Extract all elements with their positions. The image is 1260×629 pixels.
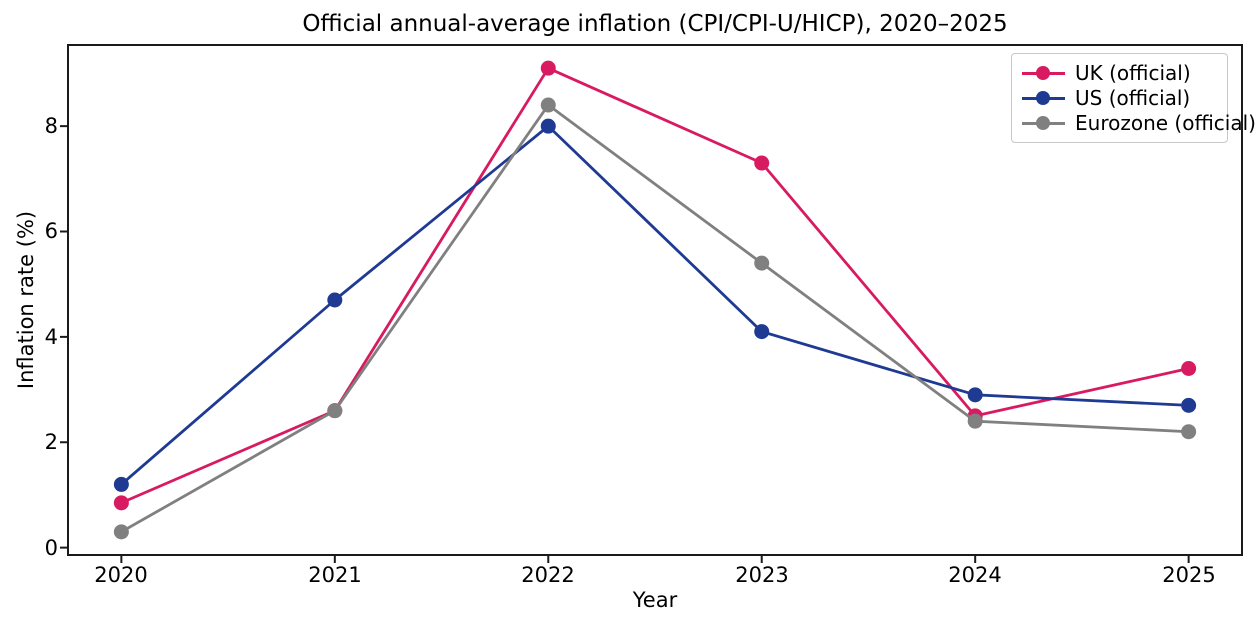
data-point [754, 255, 770, 271]
legend-item-us: US (official) [1022, 86, 1217, 110]
uk-line-marker-icon [1022, 65, 1065, 81]
eurozone-line-marker-icon [1022, 115, 1065, 131]
x-tick-label-2024: 2024 [948, 563, 1002, 587]
data-point [113, 495, 129, 511]
data-point [754, 324, 770, 340]
x-tick-label-2020: 2020 [94, 563, 148, 587]
y-tick-label-8: 8 [44, 114, 58, 138]
x-tick-label-2025: 2025 [1162, 563, 1216, 587]
legend: UK (official) US (official) Eurozone (of… [1011, 53, 1256, 143]
y-tick-label-2: 2 [44, 430, 58, 454]
data-point [754, 155, 770, 171]
series-line-2 [120, 103, 1189, 534]
data-point [327, 403, 343, 419]
data-point [967, 413, 983, 429]
x-tick-label-2021: 2021 [308, 563, 362, 587]
series-line-1 [120, 124, 1189, 486]
y-tick-label-0: 0 [44, 536, 58, 560]
data-point [113, 524, 129, 540]
series-line-0 [120, 66, 1189, 505]
x-tick-label-2023: 2023 [735, 563, 789, 587]
axes-frame [67, 44, 1243, 556]
legend-label-uk: UK (official) [1075, 61, 1191, 85]
data-point [113, 476, 129, 492]
legend-item-uk: UK (official) [1022, 61, 1217, 85]
us-line-marker-icon [1022, 90, 1065, 106]
legend-label-eurozone: Eurozone (official) [1075, 111, 1256, 135]
legend-label-us: US (official) [1075, 86, 1191, 110]
data-point [1181, 397, 1197, 413]
y-tick-label-6: 6 [44, 219, 58, 243]
data-point [1181, 424, 1197, 440]
data-point [1181, 360, 1197, 376]
data-point [967, 387, 983, 403]
x-tick-label-2022: 2022 [521, 563, 575, 587]
data-point [540, 60, 556, 76]
legend-item-eurozone: Eurozone (official) [1022, 111, 1256, 135]
y-tick-label-4: 4 [44, 325, 58, 349]
chart-title: Official annual-average inflation (CPI/C… [302, 11, 1008, 37]
data-point [540, 118, 556, 134]
data-point [540, 97, 556, 113]
y-axis-label: Inflation rate (%) [14, 210, 38, 390]
x-axis-label: Year [632, 588, 678, 612]
data-point [327, 292, 343, 308]
